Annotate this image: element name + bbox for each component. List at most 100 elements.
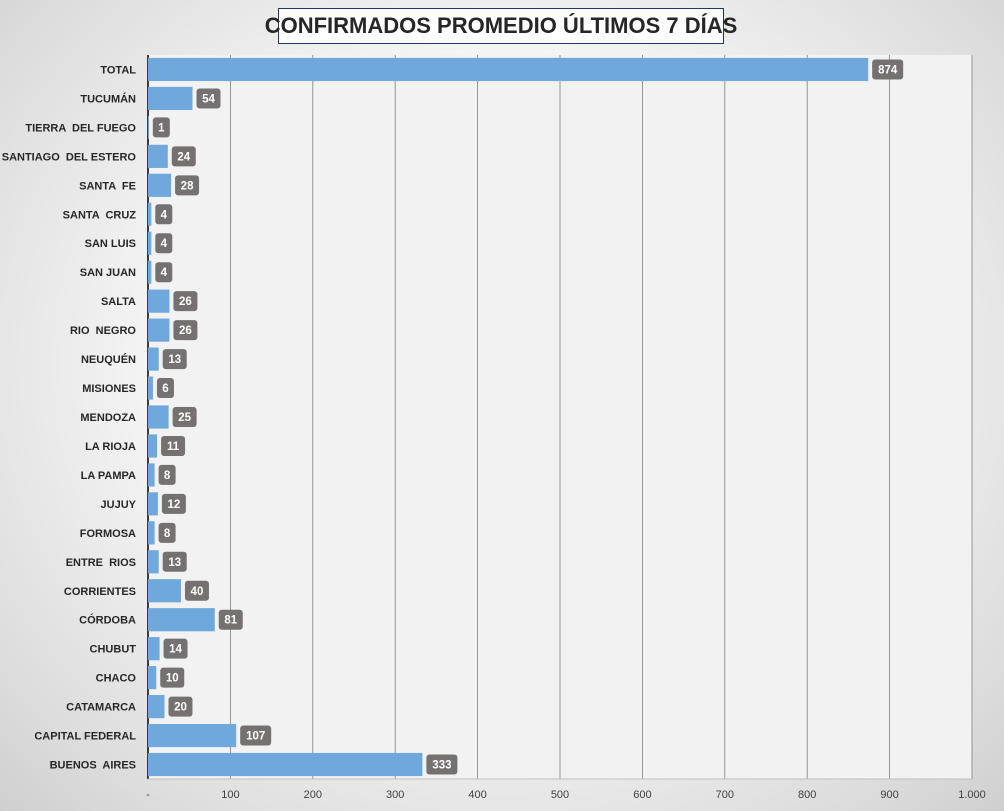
bar bbox=[148, 202, 152, 226]
bar bbox=[148, 695, 165, 719]
data-label: 4 bbox=[161, 267, 168, 279]
category-label: NEUQUÉN bbox=[81, 353, 136, 366]
x-tick-label: 900 bbox=[880, 789, 898, 801]
category-label: CHUBUT bbox=[90, 644, 137, 656]
data-label-bg bbox=[152, 117, 170, 138]
data-label: 26 bbox=[179, 325, 192, 337]
data-label: 1 bbox=[158, 122, 165, 134]
data-label-bg bbox=[872, 59, 904, 80]
category-label: CATAMARCA bbox=[66, 702, 136, 714]
bar bbox=[148, 231, 152, 255]
data-label-bg bbox=[162, 551, 187, 572]
data-label: 6 bbox=[162, 383, 168, 395]
data-label-bg bbox=[155, 262, 173, 283]
data-label-bg bbox=[163, 638, 188, 659]
x-tick-label: - bbox=[146, 789, 150, 801]
x-tick-label: 800 bbox=[798, 789, 816, 801]
data-label-bg bbox=[168, 696, 193, 717]
category-label: SANTA CRUZ bbox=[63, 209, 137, 221]
bar bbox=[148, 57, 869, 82]
bar bbox=[148, 608, 215, 632]
category-label: BUENOS AIRES bbox=[50, 760, 136, 772]
data-label-bg bbox=[240, 725, 272, 746]
category-label: ENTRE RIOS bbox=[66, 557, 136, 569]
category-label: LA RIOJA bbox=[85, 441, 136, 453]
bar bbox=[148, 637, 160, 661]
category-label: CHACO bbox=[96, 673, 137, 685]
bar bbox=[148, 318, 170, 342]
data-label: 13 bbox=[168, 354, 181, 366]
bar bbox=[148, 86, 193, 111]
data-label-bg bbox=[155, 204, 173, 225]
category-label: SANTIAGO DEL ESTERO bbox=[2, 151, 137, 163]
data-label-bg bbox=[155, 233, 173, 254]
chart-title: CONFIRMADOS PROMEDIO ÚLTIMOS 7 DÍAS bbox=[265, 8, 737, 44]
bar bbox=[148, 463, 155, 487]
x-tick-label: 500 bbox=[551, 789, 569, 801]
data-label: 14 bbox=[169, 644, 182, 656]
bar bbox=[148, 289, 170, 313]
bar bbox=[148, 376, 153, 400]
data-label: 333 bbox=[432, 760, 451, 772]
data-label-bg bbox=[184, 580, 209, 601]
bar bbox=[148, 752, 423, 777]
category-label: SANTA FE bbox=[79, 180, 136, 192]
x-tick-label: 100 bbox=[221, 789, 239, 801]
data-label-bg bbox=[172, 407, 197, 427]
data-label: 24 bbox=[177, 151, 190, 163]
data-label: 20 bbox=[174, 702, 187, 714]
data-label: 26 bbox=[179, 296, 192, 308]
data-label: 28 bbox=[181, 180, 194, 192]
data-label: 54 bbox=[202, 93, 215, 105]
category-label: LA PAMPA bbox=[81, 470, 136, 482]
category-label: CAPITAL FEDERAL bbox=[34, 731, 136, 743]
bar bbox=[148, 347, 159, 371]
data-label: 81 bbox=[224, 615, 237, 627]
data-label-bg bbox=[175, 175, 200, 196]
data-label-bg bbox=[171, 146, 196, 167]
data-label: 12 bbox=[167, 499, 180, 511]
data-label-bg bbox=[173, 291, 198, 312]
x-tick-label: 200 bbox=[304, 789, 322, 801]
data-label-bg bbox=[196, 88, 221, 109]
bar bbox=[148, 405, 169, 429]
bar bbox=[148, 144, 168, 168]
category-label: MISIONES bbox=[82, 383, 136, 395]
data-label-bg bbox=[161, 493, 186, 514]
data-label: 4 bbox=[161, 238, 168, 250]
category-label: TUCUMÁN bbox=[80, 92, 136, 105]
data-label: 11 bbox=[167, 441, 180, 453]
data-label: 874 bbox=[878, 64, 898, 76]
data-label-bg bbox=[173, 320, 198, 341]
category-label: FORMOSA bbox=[80, 528, 136, 540]
data-label: 4 bbox=[161, 209, 168, 221]
bar bbox=[148, 723, 237, 748]
category-label: CÓRDOBA bbox=[79, 614, 136, 627]
bar bbox=[148, 666, 157, 690]
bar bbox=[148, 492, 158, 516]
category-label: RIO NEGRO bbox=[70, 325, 136, 337]
data-label-bg bbox=[158, 522, 176, 543]
x-tick-label: 700 bbox=[716, 789, 734, 801]
data-label: 10 bbox=[166, 673, 179, 685]
data-label-bg bbox=[161, 435, 186, 456]
bar bbox=[148, 260, 152, 284]
category-label: SALTA bbox=[101, 296, 136, 308]
x-tick-label: 600 bbox=[633, 789, 651, 801]
category-label: SAN JUAN bbox=[80, 267, 136, 279]
category-label: SAN LUIS bbox=[85, 238, 136, 250]
data-label: 107 bbox=[246, 731, 265, 743]
bar bbox=[148, 550, 159, 574]
category-label: TIERRA DEL FUEGO bbox=[25, 122, 136, 134]
data-label: 25 bbox=[178, 412, 191, 424]
category-label: MENDOZA bbox=[80, 412, 136, 424]
bar bbox=[148, 521, 155, 545]
data-label-bg bbox=[426, 754, 458, 775]
category-label: JUJUY bbox=[101, 499, 137, 511]
category-label: TOTAL bbox=[100, 64, 136, 76]
data-label: 8 bbox=[164, 470, 171, 482]
data-label-bg bbox=[218, 609, 243, 630]
data-label: 40 bbox=[191, 586, 204, 598]
data-label-bg bbox=[160, 667, 185, 688]
